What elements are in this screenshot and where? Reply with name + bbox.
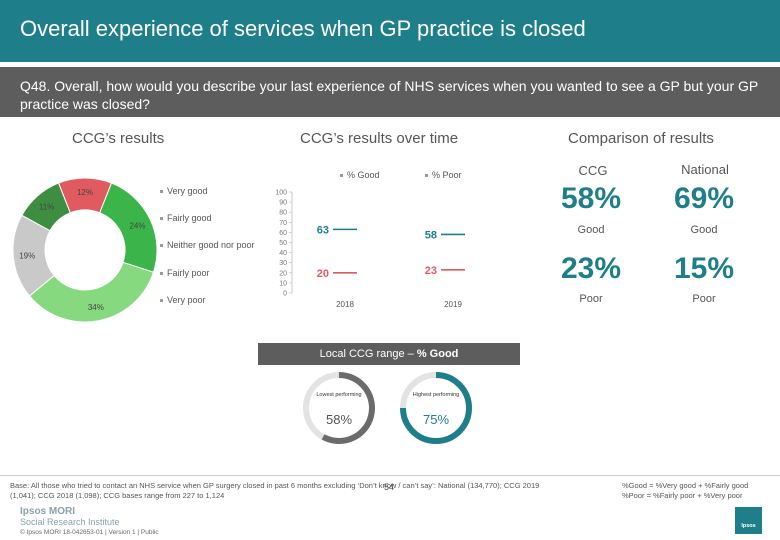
- copyright: © Ipsos MORI 18-042653-01 | Version 1 | …: [20, 529, 159, 536]
- lowest-value: 58%: [326, 412, 352, 427]
- ccg-good-value: 58%: [560, 182, 622, 215]
- donut-data-label: 19%: [19, 251, 35, 260]
- highest-label: Highest performing: [413, 392, 459, 398]
- ccg-poor-value: 23%: [560, 252, 622, 285]
- national-good-value: 69%: [673, 182, 735, 215]
- legend-poor: % Poor: [425, 170, 462, 180]
- y-tick-label: 80: [279, 210, 287, 217]
- title-bar: Overall experience of services when GP p…: [0, 0, 780, 62]
- data-label: 23: [425, 265, 437, 277]
- legend-very-good: Very good: [160, 186, 208, 196]
- definition-good: %Good = %Very good + %Fairly good: [622, 481, 749, 490]
- y-tick-label: 50: [279, 240, 287, 247]
- highest-gauge: [400, 372, 472, 444]
- x-tick-label: 2019: [444, 300, 462, 309]
- page-title: Overall experience of services when GP p…: [20, 16, 586, 41]
- y-tick-label: 90: [279, 200, 287, 207]
- data-label: 63: [317, 224, 329, 236]
- y-tick-label: 20: [279, 270, 287, 277]
- ccg-good-label: Good: [577, 224, 605, 236]
- legend-good: % Good: [340, 170, 380, 180]
- y-tick-label: 70: [279, 220, 287, 227]
- donut-data-label: 12%: [77, 188, 93, 197]
- ccg-poor-label: Poor: [579, 293, 603, 305]
- ccg-label: CCG: [578, 163, 608, 178]
- definitions-note: %Good = %Very good + %Fairly good %Poor …: [622, 481, 777, 501]
- slice-fairly-poor: [28, 261, 155, 323]
- legend-fairly-good: Fairly good: [160, 213, 212, 223]
- slice-very-poor: [21, 182, 71, 232]
- national-label: National: [681, 162, 729, 177]
- y-tick-label: 10: [279, 280, 287, 287]
- y-tick-label: 100: [275, 190, 287, 197]
- x-tick-label: 2018: [336, 300, 354, 309]
- question-text: Q48. Overall, how would you describe you…: [20, 78, 758, 112]
- line-chart: 0 10 20 30 40 50 60 70 80 90 100 2018 2019 63 58 20 23: [275, 190, 465, 309]
- donut-data-label: 24%: [129, 221, 145, 230]
- donut-chart: 12% 24% 34% 19% 11%: [12, 177, 158, 323]
- y-tick-label: 40: [279, 250, 287, 257]
- base-note: Base: All those who tried to contact an …: [10, 481, 540, 500]
- legend-fairly-poor: Fairly poor: [160, 268, 210, 278]
- definition-poor: %Poor = %Fairly poor + %Very poor: [622, 491, 743, 500]
- national-poor-value: 15%: [673, 252, 735, 285]
- national-good-label: Good: [690, 224, 718, 236]
- y-tick-label: 60: [279, 230, 287, 237]
- data-label: 20: [317, 268, 329, 280]
- brand-subtitle: Social Research Institute: [20, 517, 120, 527]
- donut-data-label: 34%: [88, 303, 104, 312]
- y-tick-label: 30: [279, 260, 287, 267]
- national-poor-label: Poor: [692, 293, 716, 305]
- comparison-heading: Comparison of results: [568, 130, 714, 147]
- legend-neither: Neither good nor poor: [160, 240, 255, 250]
- y-tick-label: 0: [283, 291, 287, 298]
- ipsos-logo: Ipsos: [735, 507, 762, 534]
- ccg-results-heading: CCG’s results: [72, 130, 165, 147]
- lowest-gauge: [321, 372, 375, 444]
- legend-very-poor: Very poor: [160, 295, 206, 305]
- donut-data-label: 11%: [39, 202, 54, 211]
- brand-name: Ipsos MORI: [20, 506, 76, 517]
- lowest-label: Lowest performing: [316, 392, 361, 398]
- highest-value: 75%: [423, 412, 449, 427]
- range-heading: Local CCG range – % Good: [258, 343, 520, 365]
- footer-divider: [0, 475, 780, 476]
- over-time-heading: CCG’s results over time: [300, 130, 459, 147]
- data-label: 58: [425, 229, 437, 241]
- slice-fairly-good: [99, 182, 158, 273]
- range-gauges: Lowest performing 58% Highest performing…: [303, 372, 472, 444]
- question-bar: Q48. Overall, how would you describe you…: [0, 67, 780, 117]
- page-number: 54: [384, 482, 395, 492]
